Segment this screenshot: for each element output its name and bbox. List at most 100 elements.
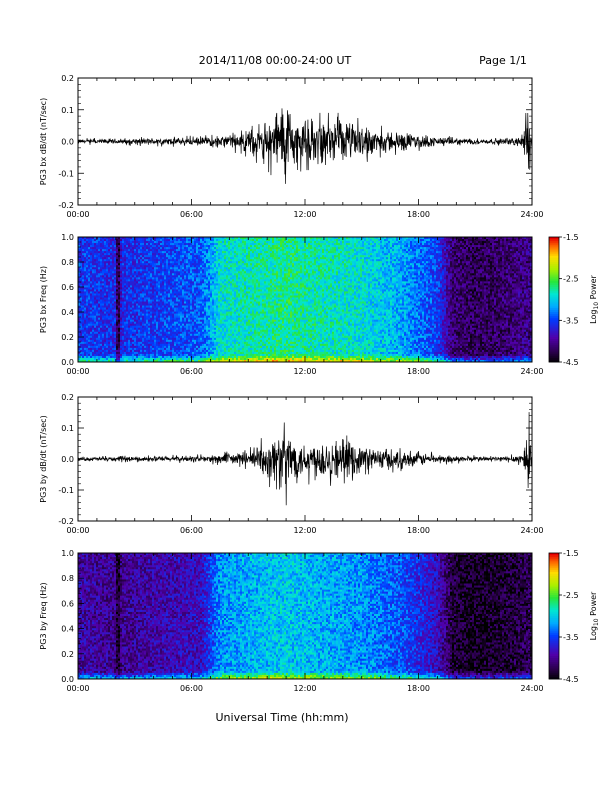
heatmap-cell xyxy=(90,315,93,319)
heatmap-cell xyxy=(92,333,95,337)
heatmap-cell xyxy=(98,259,101,262)
heatmap-cell xyxy=(110,263,113,266)
heatmap-cell xyxy=(114,347,117,351)
heatmap-cell xyxy=(102,247,105,250)
heatmap-cell xyxy=(92,297,95,300)
heatmap-cell xyxy=(136,349,139,353)
heatmap-cell xyxy=(86,243,89,246)
heatmap-cell xyxy=(96,301,99,304)
heatmap-cell xyxy=(110,339,113,343)
heatmap-cell xyxy=(132,341,135,345)
heatmap-cell xyxy=(94,355,97,359)
heatmap-cell xyxy=(126,245,129,248)
heatmap-cell xyxy=(134,339,137,343)
heatmap-cell xyxy=(122,341,125,345)
heatmap-cell xyxy=(138,277,141,280)
heatmap-cell xyxy=(86,335,89,339)
heatmap-cell xyxy=(142,299,145,302)
heatmap-cell xyxy=(116,237,119,240)
heatmap-cell xyxy=(138,343,141,347)
heatmap-cell xyxy=(128,247,131,250)
heatmap-cell xyxy=(102,267,105,270)
heatmap-cell xyxy=(138,321,141,325)
heatmap-cell xyxy=(96,351,99,355)
heatmap-cell xyxy=(134,353,137,357)
heatmap-cell xyxy=(132,319,135,323)
heatmap-cell xyxy=(90,295,93,298)
heatmap-cell xyxy=(148,285,151,288)
heatmap-cell xyxy=(128,327,131,331)
heatmap-cell xyxy=(114,349,117,353)
heatmap-cell xyxy=(88,259,91,262)
heatmap-cell xyxy=(114,285,117,288)
heatmap-cell xyxy=(112,333,115,337)
heatmap-cell xyxy=(122,297,125,300)
heatmap-cell xyxy=(116,273,119,276)
heatmap-cell xyxy=(94,237,97,240)
heatmap-cell xyxy=(80,281,83,284)
heatmap-cell xyxy=(138,283,141,286)
heatmap-cell xyxy=(122,287,125,290)
heatmap-cell xyxy=(116,359,119,363)
heatmap-cell xyxy=(82,271,85,274)
heatmap-cell xyxy=(146,253,149,256)
heatmap-cell xyxy=(134,319,137,323)
heatmap-cell xyxy=(102,261,105,264)
heatmap-cell xyxy=(80,299,83,302)
heatmap-cell xyxy=(110,323,113,327)
heatmap-cell xyxy=(108,341,111,345)
heatmap-cell xyxy=(108,265,111,268)
heatmap-cell xyxy=(84,341,87,345)
heatmap-cell xyxy=(90,305,93,308)
heatmap-cell xyxy=(90,335,93,339)
heatmap-cell xyxy=(124,341,127,345)
heatmap-cell xyxy=(146,289,149,292)
heatmap-cell xyxy=(148,275,151,278)
heatmap-cell xyxy=(120,271,123,274)
heatmap-cell xyxy=(128,331,131,335)
heatmap-cell xyxy=(104,273,107,276)
heatmap-cell xyxy=(108,259,111,262)
heatmap-cell xyxy=(92,269,95,272)
heatmap-cell xyxy=(80,331,83,335)
heatmap-cell xyxy=(96,299,99,302)
heatmap-cell xyxy=(104,341,107,345)
heatmap-cell xyxy=(118,261,121,264)
heatmap-cell xyxy=(104,347,107,351)
heatmap-cell xyxy=(112,317,115,321)
heatmap-cell xyxy=(98,357,101,361)
heatmap-cell xyxy=(126,285,129,288)
heatmap-cell xyxy=(134,291,137,294)
heatmap-cell xyxy=(112,261,115,264)
heatmap-cell xyxy=(88,241,91,244)
heatmap-cell xyxy=(144,287,147,290)
heatmap-cell xyxy=(122,281,125,284)
heatmap-cell xyxy=(86,271,89,274)
heatmap-cell xyxy=(110,317,113,321)
heatmap-cell xyxy=(122,305,125,308)
heatmap-cell xyxy=(138,291,141,294)
heatmap-cell xyxy=(86,323,89,327)
heatmap-cell xyxy=(110,247,113,250)
heatmap-cell xyxy=(116,277,119,280)
heatmap-cell xyxy=(100,349,103,353)
heatmap-cell xyxy=(94,255,97,258)
heatmap-cell xyxy=(138,267,141,270)
heatmap-cell xyxy=(140,305,143,308)
heatmap-cell xyxy=(124,309,127,312)
heatmap-cell xyxy=(108,295,111,298)
heatmap-cell xyxy=(128,295,131,298)
heatmap-cell xyxy=(94,351,97,355)
heatmap-cell xyxy=(84,317,87,321)
heatmap-cell xyxy=(124,353,127,357)
heatmap-cell xyxy=(104,327,107,331)
heatmap-cell xyxy=(120,251,123,254)
heatmap-cell xyxy=(140,251,143,254)
heatmap-cell xyxy=(90,283,93,286)
y-tick-label: 0.0 xyxy=(61,138,74,147)
heatmap-cell xyxy=(140,257,143,260)
heatmap-cell xyxy=(122,307,125,310)
heatmap-cell xyxy=(90,265,93,268)
heatmap-cell xyxy=(100,275,103,278)
heatmap-cell xyxy=(96,341,99,345)
